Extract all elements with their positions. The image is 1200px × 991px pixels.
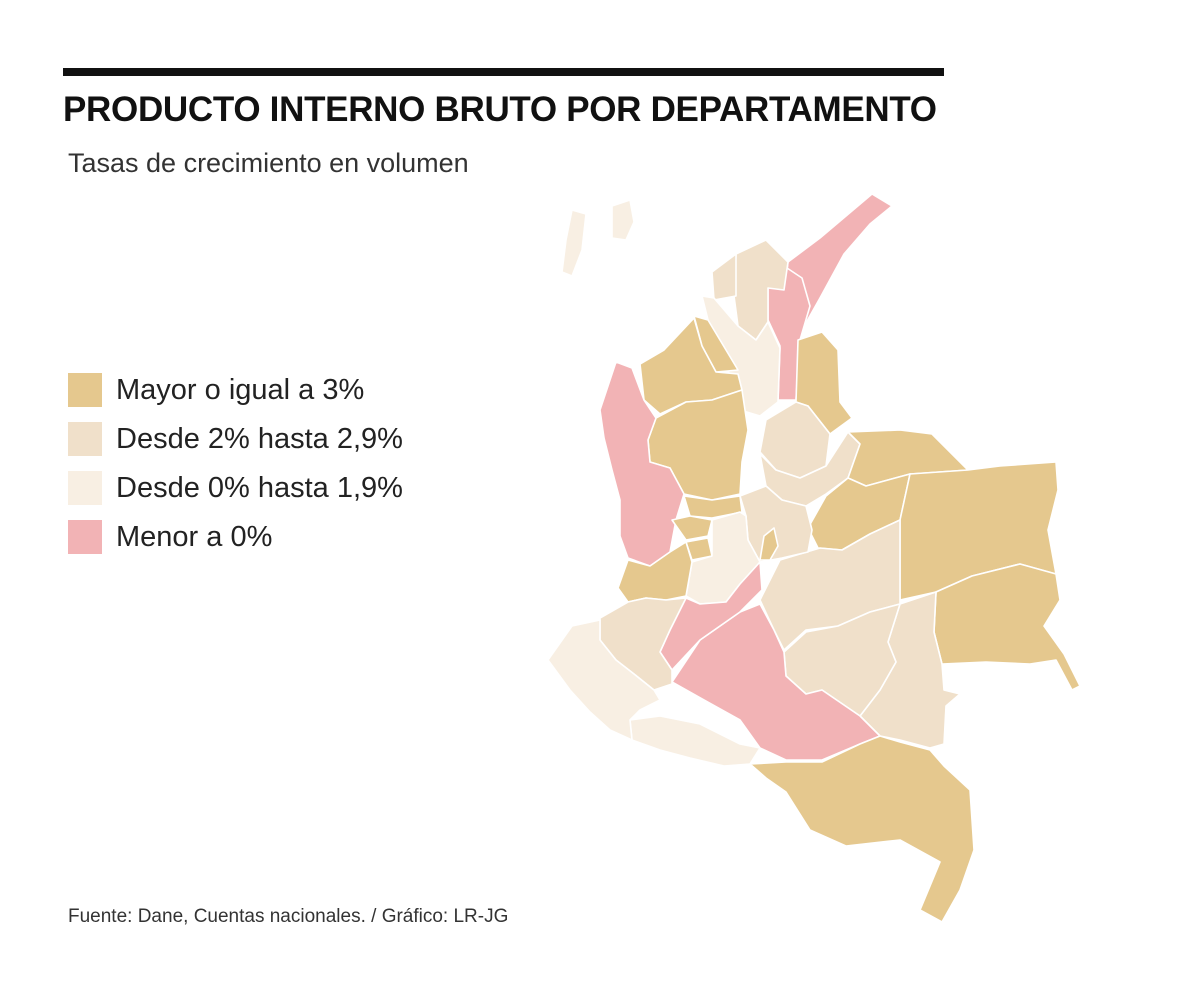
region-risaralda <box>671 515 713 541</box>
region-caqueta <box>671 603 881 761</box>
legend-label-low: Desde 0% hasta 1,9% <box>116 471 403 504</box>
legend-swatch-negative <box>68 520 102 554</box>
page-subtitle: Tasas de crecimiento en volumen <box>68 148 469 178</box>
legend: Mayor o igual a 3% Desde 2% hasta 2,9% D… <box>68 372 403 568</box>
region-atlantico <box>711 253 737 301</box>
region-valle-del-cauca <box>617 541 693 603</box>
legend-label-negative: Menor a 0% <box>116 520 273 553</box>
region-magdalena <box>733 239 789 341</box>
legend-swatch-mid <box>68 422 102 456</box>
region-bogota <box>759 527 779 561</box>
region-choco <box>599 361 685 567</box>
region-cordoba <box>639 317 743 415</box>
legend-swatch-low <box>68 471 102 505</box>
region-narino <box>547 619 661 741</box>
region-san-andres <box>561 209 587 277</box>
legend-label-high: Mayor o igual a 3% <box>116 373 365 406</box>
region-putumayo <box>629 715 761 767</box>
top-rule <box>63 68 944 76</box>
legend-item-high: Mayor o igual a 3% <box>68 372 403 408</box>
page-title: PRODUCTO INTERNO BRUTO POR DEPARTAMENTO <box>63 90 937 129</box>
region-amazonas <box>749 735 975 923</box>
legend-item-negative: Menor a 0% <box>68 519 403 555</box>
legend-label-mid: Desde 2% hasta 2,9% <box>116 422 403 455</box>
legend-item-mid: Desde 2% hasta 2,9% <box>68 421 403 457</box>
source-note: Fuente: Dane, Cuentas nacionales. / Gráf… <box>68 906 509 927</box>
legend-item-low: Desde 0% hasta 1,9% <box>68 470 403 506</box>
region-providencia <box>611 199 635 241</box>
legend-swatch-high <box>68 373 102 407</box>
region-guainia <box>933 563 1081 691</box>
